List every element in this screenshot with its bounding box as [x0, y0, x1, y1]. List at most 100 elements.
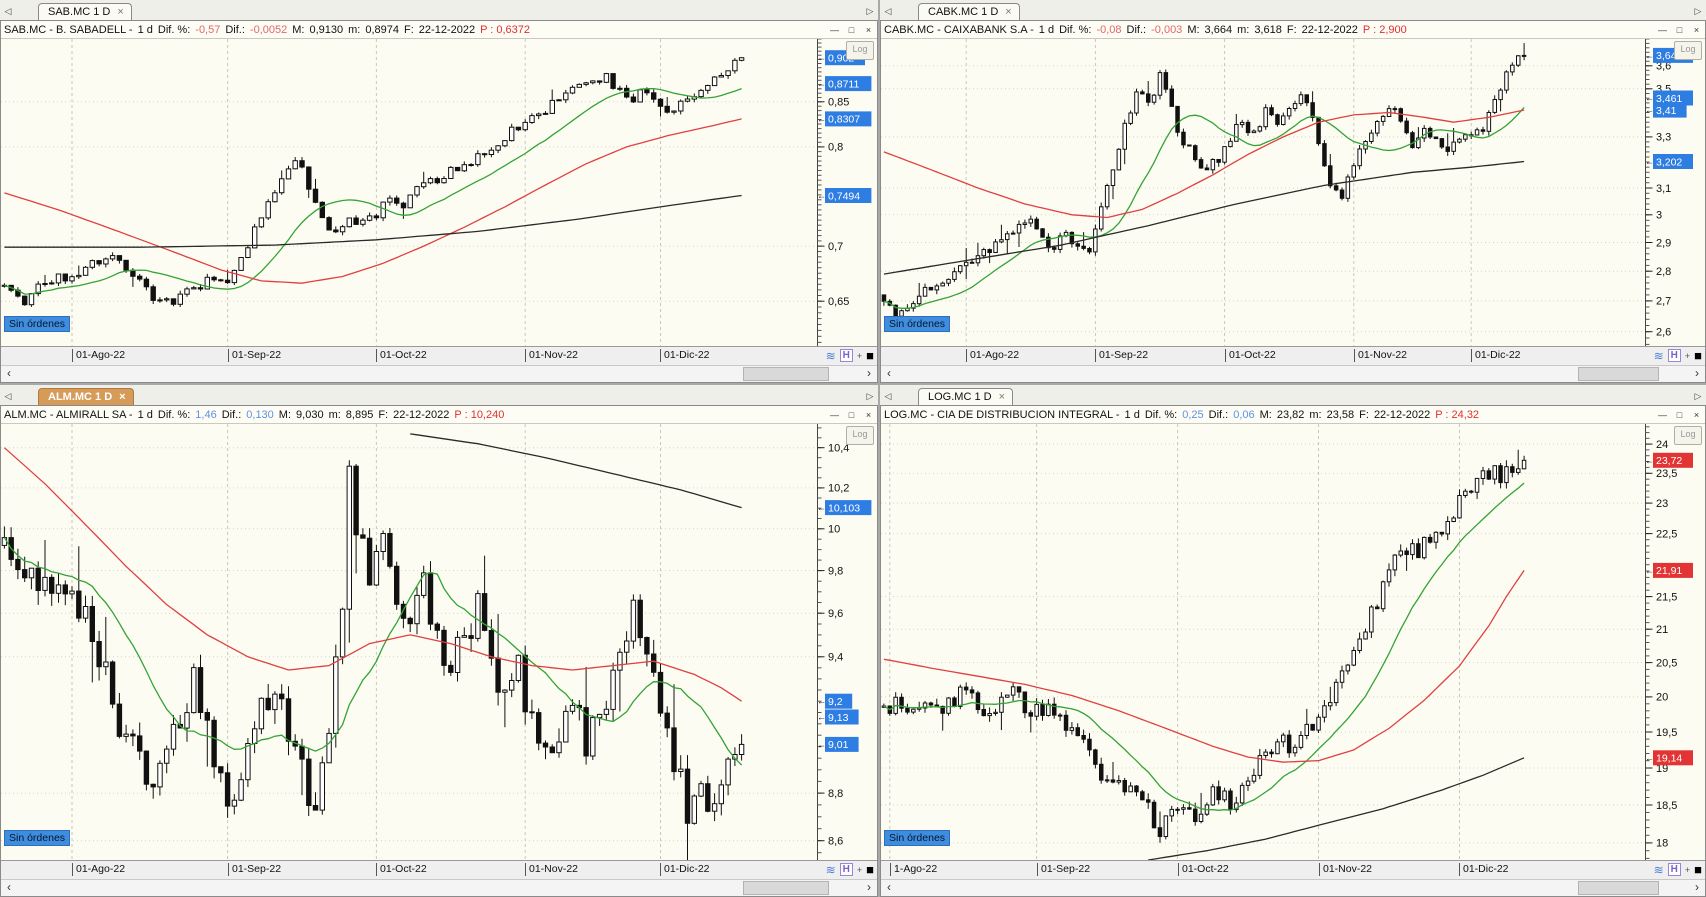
price-axis[interactable]: 10,4 10,2 10 9,8 9,6 9,4 8,8 8,6 ← 10,103 ← 9,2 ← 9,1… [817, 424, 877, 860]
minimize-button[interactable]: — [1658, 24, 1667, 35]
candle-body [1257, 755, 1263, 776]
price-axis[interactable]: 3,6 3,5 3,3 3,1 3 2,9 2,8 2,7 2,6 ← 3,646 ← 3,461 ← 3,… [1645, 39, 1705, 346]
tab-close-icon[interactable]: × [117, 6, 124, 18]
save-icon[interactable]: H [1667, 349, 1681, 362]
candle-body [164, 748, 170, 764]
tab-bar: ◁ SAB.MC 1 D × ▷ [0, 0, 878, 21]
scroll-left-icon[interactable]: ‹ [887, 880, 891, 894]
close-button[interactable]: × [865, 409, 872, 420]
tab-scroll-right-icon[interactable]: ▷ [866, 6, 874, 16]
time-axis: ≋ H + ■ 1-Ago-22 01-Sep-22 01-Oct-22 01-Nov… [881, 860, 1705, 879]
maximize-button[interactable]: □ [848, 24, 855, 35]
candlestick-chart[interactable] [881, 39, 1645, 346]
scroll-right-icon[interactable]: › [867, 366, 871, 380]
maximize-button[interactable]: □ [848, 409, 855, 420]
log-scale-button[interactable]: Log [1674, 41, 1702, 60]
tab-cabk[interactable]: CABK.MC 1 D × [918, 3, 1020, 20]
axis-tick-label: 20 [1656, 692, 1668, 704]
horizontal-scrollbar[interactable]: ‹ › [1, 879, 877, 896]
tab-scroll-right-icon[interactable]: ▷ [866, 391, 874, 401]
tab-close-icon[interactable]: × [1005, 6, 1012, 18]
candle-body [1181, 131, 1186, 146]
wave-icon[interactable]: ≋ [1653, 862, 1664, 877]
instrument-name: CABK.MC - CAIXABANK S.A - [884, 23, 1034, 36]
wave-icon[interactable]: ≋ [825, 862, 836, 877]
badge-value: 21,91 [1656, 565, 1682, 577]
horizontal-scrollbar[interactable]: ‹ › [881, 365, 1705, 382]
candle-body [603, 708, 610, 715]
scrollbar-thumb[interactable] [1578, 881, 1660, 895]
tab-scroll-left-icon[interactable]: ◁ [884, 6, 892, 16]
tab-scroll-left-icon[interactable]: ◁ [884, 391, 892, 401]
save-icon[interactable]: H [839, 863, 853, 876]
candlestick-chart[interactable] [881, 424, 1645, 860]
close-button[interactable]: × [1693, 409, 1700, 420]
log-scale-button[interactable]: Log [846, 41, 874, 60]
pin-icon[interactable]: + [856, 864, 863, 875]
minimize-button[interactable]: — [830, 24, 839, 35]
wave-icon[interactable]: ≋ [1653, 348, 1664, 363]
fullscreen-icon[interactable]: ■ [1694, 861, 1702, 877]
tab-close-icon[interactable]: × [998, 391, 1006, 403]
close-button[interactable]: × [865, 24, 872, 35]
scrollbar-thumb[interactable] [742, 881, 830, 895]
horizontal-scrollbar[interactable]: ‹ › [1, 365, 877, 382]
scroll-left-icon[interactable]: ‹ [887, 366, 891, 380]
badge-arrow-icon: ← [1645, 50, 1654, 60]
candle-body [522, 121, 528, 131]
scrollbar-thumb[interactable] [1578, 367, 1660, 381]
candle-body [1510, 64, 1515, 73]
scrollbar-track[interactable] [17, 366, 861, 382]
log-scale-button[interactable]: Log [846, 426, 874, 445]
candle-body [1157, 72, 1163, 96]
wave-icon[interactable]: ≋ [825, 348, 836, 363]
save-icon[interactable]: H [839, 349, 853, 362]
candle-body [515, 654, 522, 682]
fullscreen-icon[interactable]: ■ [866, 861, 874, 877]
fullscreen-icon[interactable]: ■ [866, 347, 874, 363]
scrollbar-track[interactable] [897, 880, 1689, 896]
candlestick-chart[interactable] [1, 424, 817, 860]
save-icon[interactable]: H [1667, 863, 1681, 876]
pin-icon[interactable]: + [1684, 350, 1691, 361]
tab-scroll-left-icon[interactable]: ◁ [4, 391, 12, 401]
tab-sab[interactable]: SAB.MC 1 D × [38, 3, 132, 20]
tab-close-icon[interactable]: × [119, 391, 126, 403]
tab-scroll-right-icon[interactable]: ▷ [1694, 391, 1702, 401]
instrument-name: ALM.MC - ALMIRALL SA - [4, 408, 133, 421]
tab-log[interactable]: LOG.MC 1 D × [918, 388, 1014, 405]
tab-scroll-right-icon[interactable]: ▷ [1694, 6, 1702, 16]
scrollbar-track[interactable] [17, 880, 861, 896]
close-button[interactable]: × [1693, 24, 1700, 35]
minimize-button[interactable]: — [1658, 409, 1667, 420]
scroll-left-icon[interactable]: ‹ [7, 880, 11, 894]
pin-icon[interactable]: + [856, 350, 863, 361]
tab-scroll-left-icon[interactable]: ◁ [4, 6, 12, 16]
axis-tick-label: 10 [828, 524, 840, 536]
dif-pct-value: -0,08 [1096, 23, 1122, 36]
tab-alm[interactable]: ALM.MC 1 D × [38, 388, 134, 405]
maximize-button[interactable]: □ [1676, 409, 1683, 420]
candle-body [1034, 218, 1039, 230]
candle-body [1369, 606, 1374, 633]
log-scale-button[interactable]: Log [1674, 426, 1702, 445]
candlestick-chart[interactable] [1, 39, 817, 346]
price-badge: ← 10,103 [817, 500, 872, 516]
horizontal-scrollbar[interactable]: ‹ › [881, 879, 1705, 896]
scroll-right-icon[interactable]: › [1695, 880, 1699, 894]
pin-icon[interactable]: + [1684, 864, 1691, 875]
candle-body [1022, 222, 1028, 225]
price-axis[interactable]: 0,85 0,8 0,7 0,65 ← 0,902 ← 0,8711 ← 0,8307 ← 0,749… [817, 39, 877, 346]
candle-body [333, 229, 339, 233]
scroll-right-icon[interactable]: › [867, 880, 871, 894]
candle-body [999, 239, 1004, 243]
maximize-button[interactable]: □ [1676, 24, 1683, 35]
dif-pct-label: Dif. %: [1059, 23, 1092, 36]
minimize-button[interactable]: — [830, 409, 839, 420]
scroll-left-icon[interactable]: ‹ [7, 366, 11, 380]
scrollbar-thumb[interactable] [742, 367, 830, 381]
scrollbar-track[interactable] [897, 366, 1689, 382]
scroll-right-icon[interactable]: › [1695, 366, 1699, 380]
fullscreen-icon[interactable]: ■ [1694, 347, 1702, 363]
price-axis[interactable]: 24 23,5 23 22,5 21,5 21 20,5 20 19,5 19 18,5 18 ← 23,… [1645, 424, 1705, 860]
